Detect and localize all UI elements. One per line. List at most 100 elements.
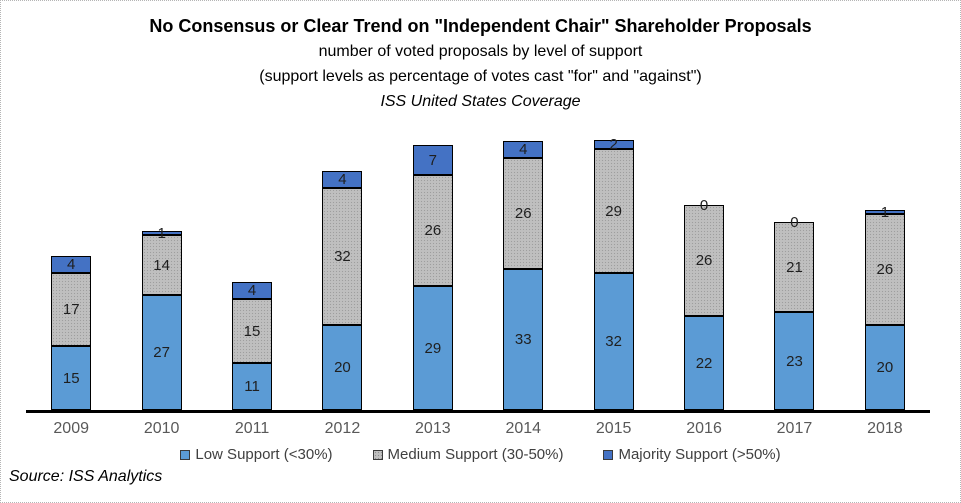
data-label-2016-series1: 26 (695, 252, 713, 269)
segment-2009-series1: 17 (51, 273, 92, 346)
data-label-2010-series0: 27 (153, 344, 170, 361)
data-label-2017-series1: 21 (786, 258, 803, 276)
data-label-2010-series1: 14 (153, 256, 170, 274)
segment-2015-series1: 29 (593, 149, 634, 273)
bar-2013: 29 26 7 (412, 145, 453, 410)
data-label-2009-series2: 4 (67, 256, 76, 273)
data-label-2012-series2: 4 (338, 171, 347, 188)
data-label-2013-series1: 26 (424, 222, 442, 239)
x-tick-2013: 2013 (415, 420, 451, 437)
x-tick-2012: 2012 (324, 420, 361, 437)
x-tick-2018: 2018 (867, 420, 903, 437)
legend-swatch-low-support (180, 449, 191, 460)
segment-2018-series1: 26 (864, 214, 905, 325)
data-label-2018-series1: 26 (876, 261, 894, 278)
segment-2013-series1: 26 (412, 175, 453, 286)
segment-2017-series1: 21 (774, 222, 815, 312)
bar-2017: 23 21 0 (774, 215, 815, 410)
data-label-2018-series2: 1 (880, 203, 890, 221)
data-label-2017-series2: 0 (790, 213, 799, 231)
segment-2011-series1: 15 (232, 299, 273, 363)
x-tick-2010: 2010 (143, 420, 180, 437)
bar-slot-2017: 23 21 0 (749, 130, 839, 410)
bar-2018: 20 26 1 (864, 205, 905, 410)
bar-slot-2016: 22 26 0 (659, 130, 749, 410)
data-label-2014-series2: 4 (519, 141, 528, 158)
bar-2012: 20 32 4 (322, 171, 363, 410)
data-label-2013-series2: 7 (428, 151, 437, 169)
segment-2018-series0: 20 (864, 325, 905, 410)
bar-slot-2012: 20 32 4 (297, 130, 387, 410)
data-label-2012-series0: 20 (334, 359, 351, 376)
bar-2011: 11 15 4 (232, 282, 273, 410)
data-label-2015-series0: 32 (605, 333, 622, 350)
segment-2017-series0: 23 (774, 312, 815, 410)
chart-subtitle-2: (support levels as percentage of votes c… (259, 68, 702, 85)
segment-2012-series2: 4 (322, 171, 363, 188)
bar-slot-2011: 11 15 4 (207, 130, 297, 410)
bar-slot-2018: 20 26 1 (840, 130, 930, 410)
segment-2014-series0: 33 (503, 269, 544, 410)
data-label-2015-series1: 29 (605, 202, 622, 220)
data-label-2016-series0: 22 (695, 354, 713, 372)
x-tick-2009: 2009 (53, 420, 89, 437)
segment-2016-series1: 26 (684, 205, 725, 316)
bar-slot-2010: 27 14 1 (116, 130, 206, 410)
bars-row: 15 17 4 27 14 1 11 15 4 20 32 4 29 26 7 33 26 4 32 29 2 22 26 0… (26, 130, 930, 410)
segment-2009-series2: 4 (51, 256, 92, 273)
data-label-2010-series2: 1 (157, 224, 166, 242)
legend-label-low-support: Low Support (<30%) (195, 446, 333, 463)
x-tick-2015: 2015 (595, 420, 632, 437)
legend-item-low-support: Low Support (<30%) (180, 446, 333, 463)
source-note: Source: ISS Analytics (9, 468, 163, 485)
segment-2012-series0: 20 (322, 325, 363, 410)
data-label-2017-series0: 23 (786, 352, 803, 370)
segment-2018-series2: 1 (864, 205, 905, 220)
data-label-2016-series2: 0 (699, 196, 709, 214)
segment-2014-series1: 26 (503, 158, 544, 269)
bar-2016: 22 26 0 (684, 198, 725, 410)
data-label-2015-series2: 2 (609, 136, 618, 153)
data-label-2018-series0: 20 (876, 359, 894, 376)
data-label-2011-series0: 11 (244, 378, 260, 395)
x-tick-2017: 2017 (776, 420, 813, 437)
data-label-2013-series0: 29 (424, 339, 442, 357)
x-tick-2016: 2016 (686, 420, 722, 437)
bar-slot-2009: 15 17 4 (26, 130, 116, 410)
segment-2010-series1: 14 (141, 235, 182, 295)
chart-title: No Consensus or Clear Trend on "Independ… (149, 16, 812, 36)
data-label-2009-series1: 17 (62, 301, 80, 318)
legend-item-majority-support: Majority Support (>50%) (603, 446, 781, 463)
chart-subtitle-3: ISS United States Coverage (380, 93, 581, 110)
legend-label-majority-support: Majority Support (>50%) (618, 446, 781, 463)
data-label-2011-series1: 15 (243, 322, 261, 340)
segment-2010-series0: 27 (141, 295, 182, 410)
bar-2010: 27 14 1 (141, 226, 182, 410)
bar-slot-2015: 32 29 2 (568, 130, 658, 410)
legend-label-medium-support: Medium Support (30-50%) (387, 446, 564, 463)
legend: Low Support (<30%) Medium Support (30-50… (1, 446, 960, 463)
data-label-2012-series1: 32 (334, 248, 351, 265)
data-label-2014-series1: 26 (514, 205, 532, 222)
segment-2010-series2: 1 (141, 226, 182, 241)
legend-swatch-majority-support (603, 449, 614, 460)
bar-slot-2013: 29 26 7 (388, 130, 478, 410)
bar-2014: 33 26 4 (503, 141, 544, 410)
x-axis-line (26, 410, 930, 413)
segment-2016-series0: 22 (684, 316, 725, 410)
segment-2012-series1: 32 (322, 188, 363, 325)
data-label-2009-series0: 15 (62, 369, 80, 387)
x-tick-2011: 2011 (234, 420, 270, 437)
legend-item-medium-support: Medium Support (30-50%) (372, 446, 564, 463)
chart-header: No Consensus or Clear Trend on "Independ… (1, 1, 960, 114)
segment-2011-series2: 4 (232, 282, 273, 299)
data-label-2014-series0: 33 (514, 331, 532, 348)
chart-subtitle-1: number of voted proposals by level of su… (318, 43, 643, 60)
legend-swatch-medium-support (372, 449, 383, 460)
segment-2015-series0: 32 (593, 273, 634, 410)
x-axis-labels: 2009 2010 2011 2012 2013 2014 2015 2016 2017 2018 (26, 413, 930, 438)
bar-slot-2014: 33 26 4 (478, 130, 568, 410)
segment-2014-series2: 4 (503, 141, 544, 158)
bar-2009: 15 17 4 (51, 256, 92, 410)
